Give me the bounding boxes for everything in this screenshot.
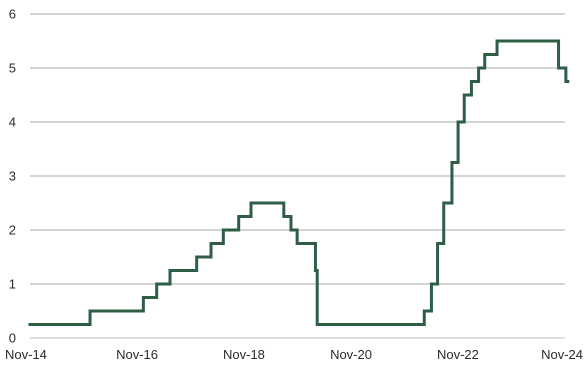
x-tick-label: Nov-24 <box>541 347 583 362</box>
y-tick-labels: 0 1 2 3 4 5 6 <box>9 7 16 346</box>
y-tick-label: 1 <box>9 277 16 292</box>
y-tick-label: 6 <box>9 7 16 22</box>
series-line-0 <box>28 39 570 326</box>
x-tick-labels: Nov-14 Nov-16 Nov-18 Nov-20 Nov-22 Nov-24 <box>5 347 583 362</box>
y-tick-label: 4 <box>9 115 16 130</box>
x-tick-label: Nov-14 <box>5 347 47 362</box>
y-tick-label: 2 <box>9 223 16 238</box>
x-tick-label: Nov-22 <box>437 347 479 362</box>
x-tick-label: Nov-16 <box>116 347 158 362</box>
x-tick-label: Nov-18 <box>223 347 265 362</box>
y-tick-label: 3 <box>9 169 16 184</box>
y-tick-label: 5 <box>9 61 16 76</box>
x-tick-label: Nov-20 <box>330 347 372 362</box>
y-tick-label: 0 <box>9 331 16 346</box>
series-layer <box>28 39 570 326</box>
